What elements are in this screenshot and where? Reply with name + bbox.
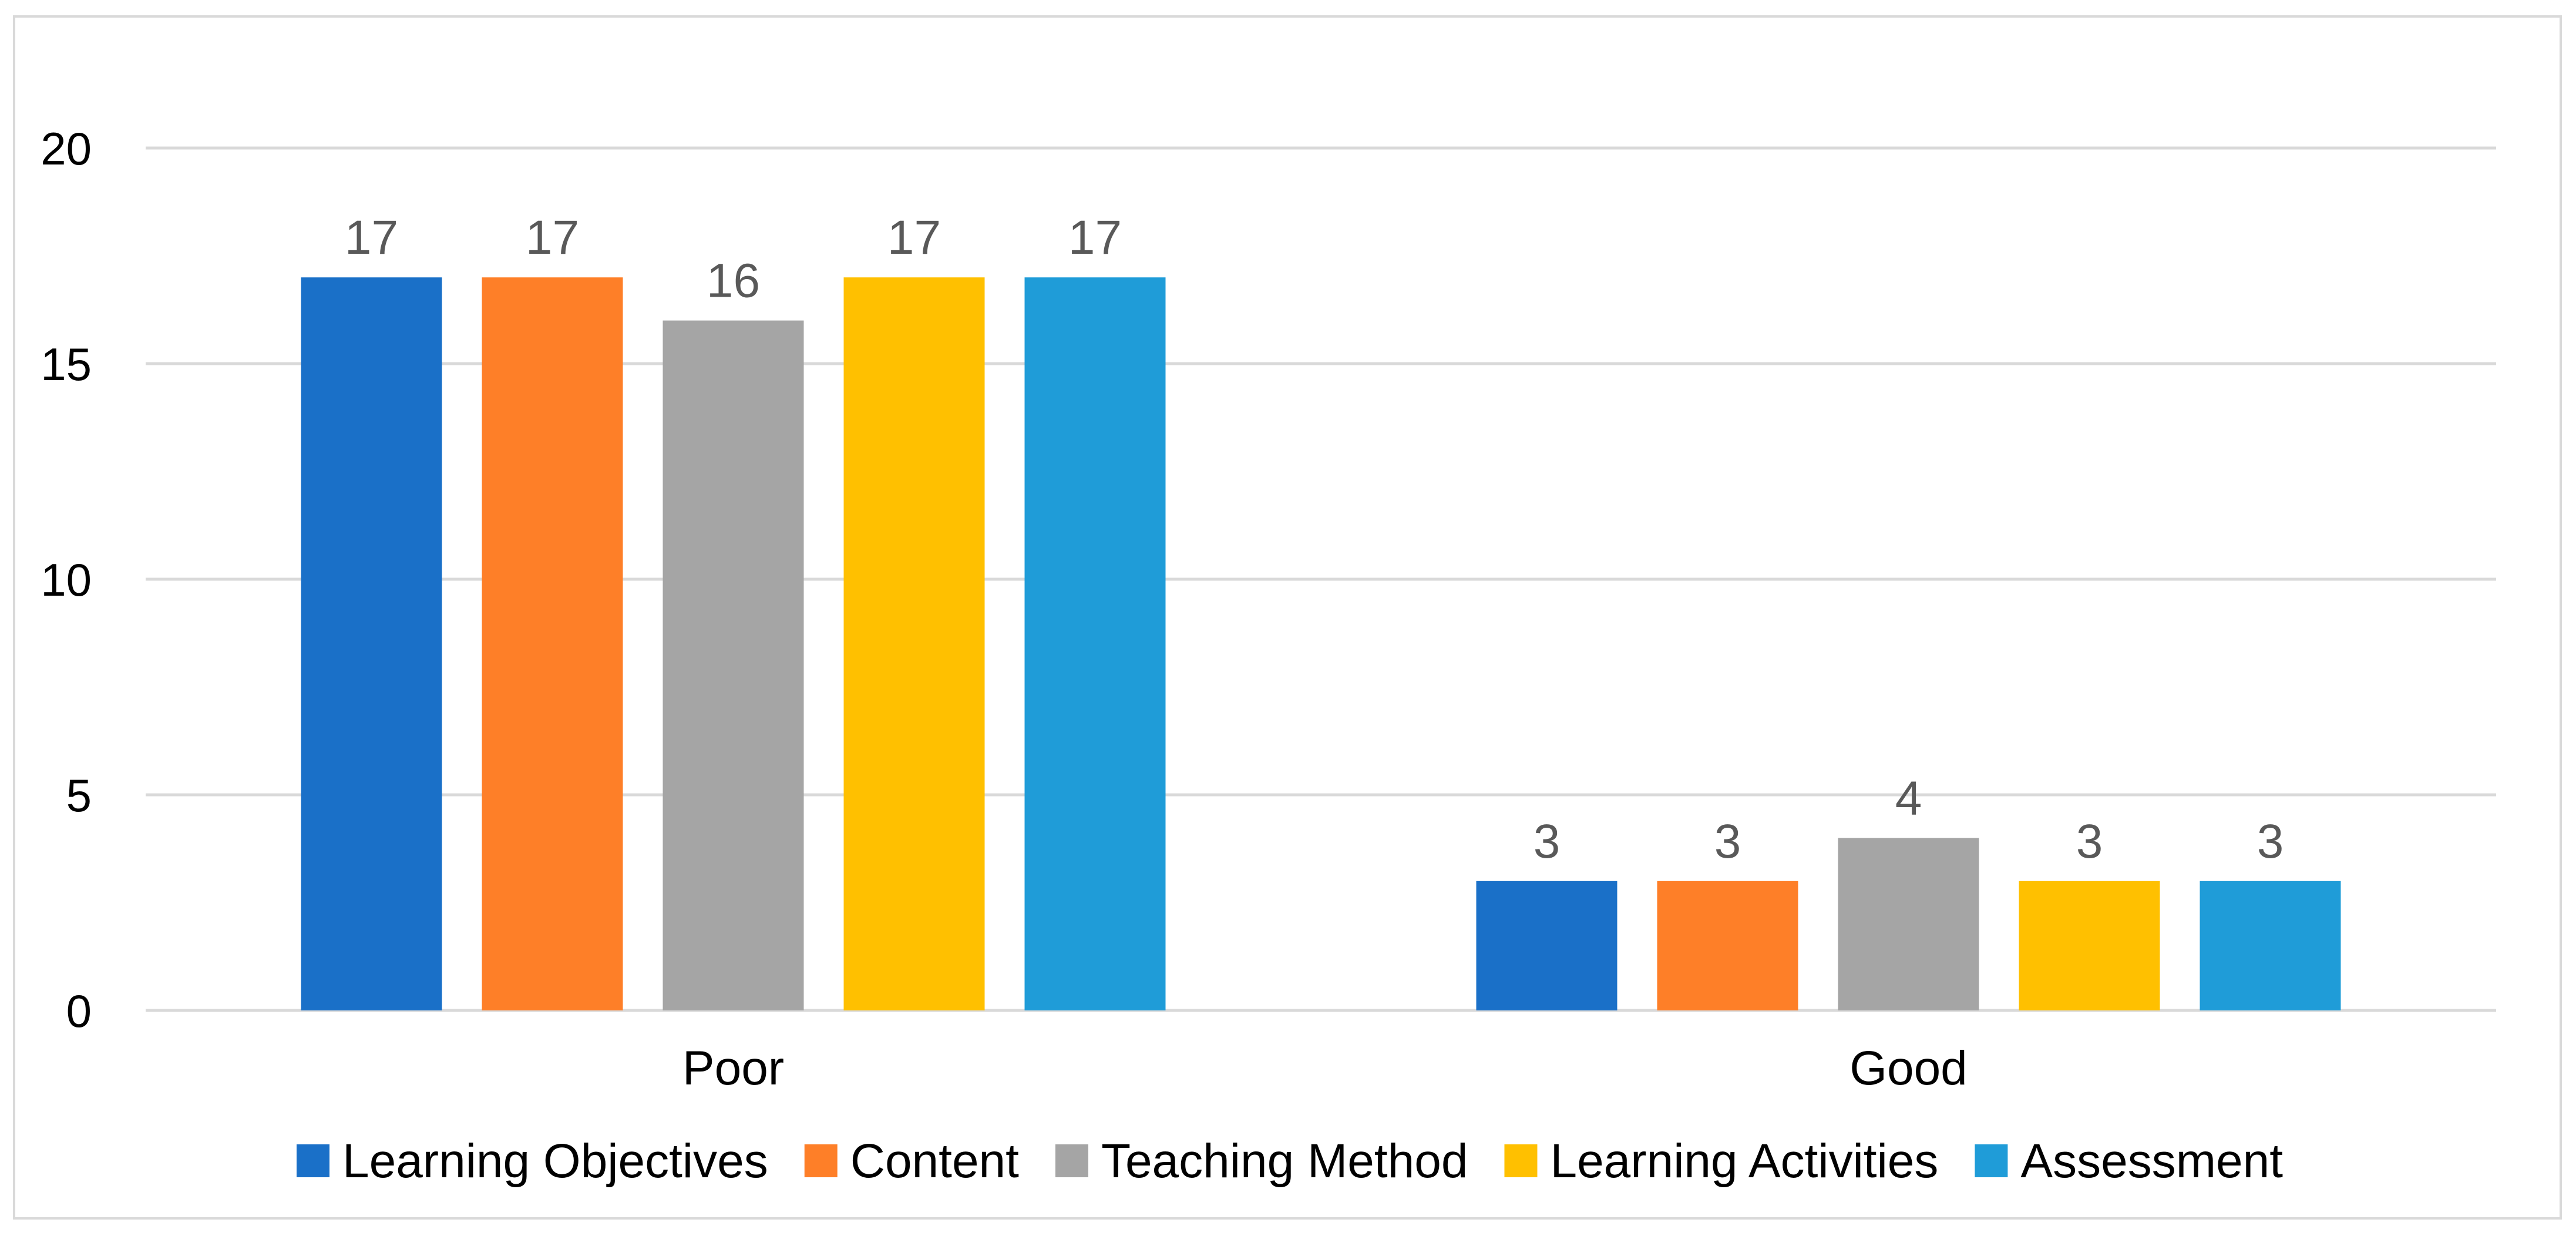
- category-label-good: Good: [1849, 1042, 1968, 1095]
- bar-poor-content: [482, 277, 623, 1011]
- bar-good-learning-activities: [2019, 881, 2160, 1010]
- data-label: 3: [1714, 815, 1741, 868]
- category-label-poor: Poor: [682, 1042, 784, 1095]
- bars: [301, 277, 2341, 1011]
- legend-swatch: [296, 1144, 329, 1177]
- data-label: 3: [1534, 815, 1561, 868]
- legend-label: Content: [850, 1134, 1019, 1188]
- legend-swatch: [1055, 1144, 1088, 1177]
- data-label: 3: [2076, 815, 2103, 868]
- legend-item-assessment: Assessment: [1975, 1134, 2283, 1188]
- y-tick-label: 10: [41, 554, 92, 606]
- legend-label: Learning Objectives: [342, 1134, 768, 1188]
- legend-item-content: Content: [804, 1134, 1019, 1188]
- y-axis-tick-labels: 0 5 10 15 20: [41, 123, 92, 1037]
- y-tick-label: 0: [66, 985, 92, 1037]
- data-label: 17: [1068, 211, 1122, 264]
- data-labels: 17 17 16 17 17 3 3 4 3 3: [345, 211, 2284, 868]
- bar-poor-teaching-method: [663, 320, 804, 1010]
- data-label: 17: [345, 211, 398, 264]
- bar-good-content: [1657, 881, 1798, 1010]
- legend-swatch: [1504, 1144, 1538, 1177]
- legend-label: Assessment: [2020, 1134, 2283, 1188]
- x-axis-category-labels: Poor Good: [682, 1042, 1968, 1095]
- legend-swatch: [804, 1144, 838, 1177]
- data-label: 17: [887, 211, 941, 264]
- y-tick-label: 15: [41, 338, 92, 390]
- bar-poor-learning-objectives: [301, 277, 442, 1011]
- data-label: 4: [1895, 771, 1922, 825]
- legend-item-learning-activities: Learning Activities: [1504, 1134, 1938, 1188]
- bar-good-teaching-method: [1838, 838, 1979, 1010]
- legend-item-teaching-method: Teaching Method: [1055, 1134, 1468, 1188]
- bar-poor-assessment: [1024, 277, 1166, 1011]
- bar-good-assessment: [2200, 881, 2341, 1010]
- legend-label: Learning Activities: [1550, 1134, 1938, 1188]
- bar-chart: 0 5 10 15 20 17 17 16 17 17 3 3 4 3 3 Poor Good Learni…: [41, 123, 2496, 1188]
- data-label: 3: [2257, 815, 2284, 868]
- legend-label: Teaching Method: [1101, 1134, 1468, 1188]
- legend-item-learning-objectives: Learning Objectives: [296, 1134, 768, 1188]
- bar-poor-learning-activities: [843, 277, 985, 1011]
- data-label: 16: [707, 254, 760, 308]
- y-tick-label: 20: [41, 123, 92, 174]
- legend-swatch: [1975, 1144, 2008, 1177]
- y-tick-label: 5: [66, 770, 92, 821]
- legend: Learning Objectives Content Teaching Metho…: [296, 1134, 2283, 1188]
- data-label: 17: [526, 211, 579, 264]
- chart-frame: 0 5 10 15 20 17 17 16 17 17 3 3 4 3 3 Poor Good Learni…: [13, 15, 2562, 1220]
- bar-good-learning-objectives: [1476, 881, 1617, 1010]
